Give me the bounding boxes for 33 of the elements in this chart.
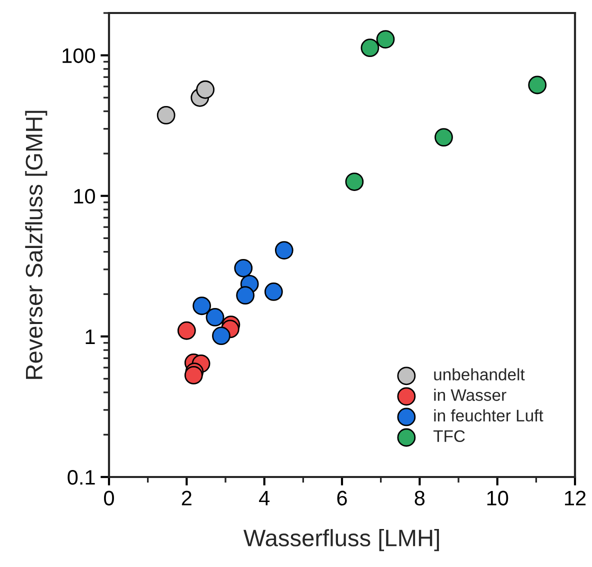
point (177, 321, 196, 340)
legend-label: in Wasser (434, 388, 506, 401)
x-tick-label: 10 (487, 490, 508, 506)
x-tick-label: 4 (259, 490, 270, 506)
x-tick-label: 12 (565, 490, 586, 506)
y-tick-label: 0.1 (68, 470, 95, 485)
point (184, 366, 203, 384)
legend-label: in feuchter Luft (434, 409, 544, 422)
x-tick-label: 2 (182, 490, 192, 506)
y-axis-title: Reverser Salzfluss [GMH] (25, 110, 48, 379)
point (156, 106, 176, 124)
point (264, 282, 283, 301)
point (234, 258, 253, 278)
point (345, 172, 364, 191)
point (196, 80, 215, 99)
legend-label: TFC (433, 430, 465, 442)
x-tick-label: 6 (337, 490, 347, 506)
point (434, 128, 453, 147)
y-tick-label: 10 (74, 188, 95, 204)
point (206, 308, 224, 326)
point (274, 241, 294, 260)
y-tick-label: 100 (62, 48, 95, 64)
legend-label: unbehandelt (434, 368, 525, 380)
x-tick-label: 8 (414, 490, 425, 506)
point (192, 296, 212, 316)
point (376, 30, 395, 48)
y-tick-label: 1 (86, 330, 95, 344)
x-tick-label: 0 (104, 490, 114, 506)
point (360, 38, 380, 58)
x-axis-title: Wasserfluss [LMH] (244, 529, 439, 552)
point (528, 76, 547, 94)
point (236, 286, 255, 305)
point (212, 326, 230, 346)
